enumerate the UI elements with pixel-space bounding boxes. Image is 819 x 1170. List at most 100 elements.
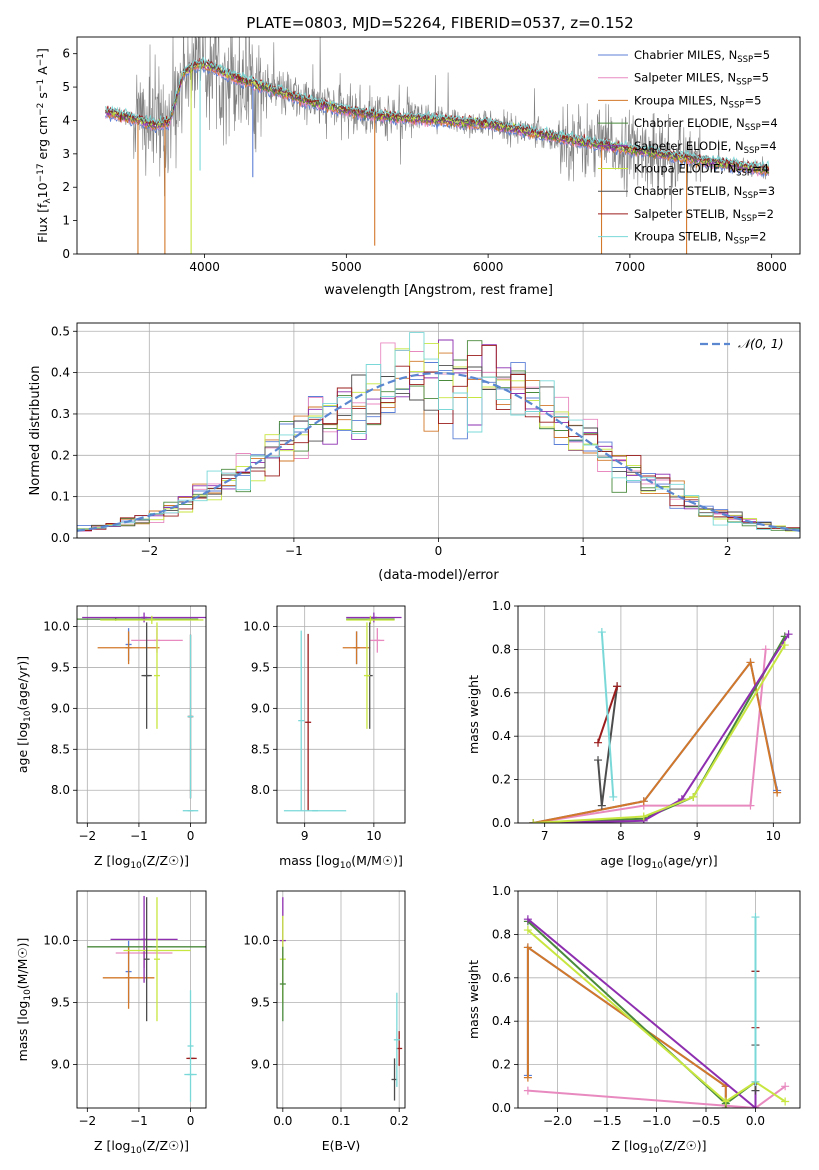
legend-label-chabrier_miles: Chabrier MILES, NSSP=5 <box>634 48 770 65</box>
series-line-salpeter_miles <box>533 649 767 823</box>
y-axis-label: mass [log10(M/M☉)] <box>15 938 33 1062</box>
x-axis-label-sub: 10 <box>340 861 352 871</box>
legend-label-tail: =4 <box>752 162 769 176</box>
y-tick-label: 10.0 <box>243 934 270 948</box>
series-marker-salpeter_miles <box>761 645 770 654</box>
legend-label-main: Kroupa STELIB, N <box>634 230 734 244</box>
y-tick-label: 5 <box>62 80 70 94</box>
plot-area <box>87 895 206 1102</box>
legend-label-tail: =5 <box>752 71 769 85</box>
x-tick-label: 0.0 <box>746 1114 765 1128</box>
y-tick-label: 0.2 <box>51 448 70 462</box>
y-axis-label-part: s <box>35 92 50 103</box>
y-axis-label-main: mass [log <box>15 1001 30 1062</box>
y-tick-label: 9.0 <box>251 1058 270 1072</box>
histogram-salpeter_elodie <box>77 339 800 534</box>
series-marker-salpeter_stelib <box>613 682 622 691</box>
y-axis-label-part: −17 <box>36 163 46 182</box>
y-tick-label: 1.0 <box>492 599 511 613</box>
grid <box>277 606 405 823</box>
y-axis-label-tail: (age/yr)] <box>15 656 30 711</box>
x-axis-label-tail: (Z/Z☉)] <box>142 1138 189 1153</box>
y-tick-label: 0.0 <box>492 1101 511 1115</box>
series-marker-chabrier_stelib <box>751 1086 760 1095</box>
x-tick-label: 8000 <box>756 260 787 274</box>
x-axis-label: wavelength [Angstrom, rest frame] <box>324 283 553 298</box>
legend-label-salpeter_stelib: Salpeter STELIB, NSSP=2 <box>634 207 774 224</box>
y-axis-label: mass weight <box>466 960 481 1039</box>
y-tick-label: 9.5 <box>51 660 70 674</box>
y-tick-label: 0.3 <box>51 407 70 421</box>
x-axis-label: Z [log10(Z/Z☉)] <box>94 1138 189 1156</box>
series-marker-kroupa_elodie <box>529 819 538 823</box>
y-axis-label-sub: 10 <box>23 710 33 722</box>
legend-label-sub: SSP <box>741 214 757 224</box>
series-line-kroupa_elodie <box>527 929 786 1103</box>
plot-mass_vs_Z: −2 −1 09.09.510.0Z [log10(Z/Z☉)]mass [log1… <box>15 890 207 1156</box>
legend-label-sub: SSP <box>737 55 753 65</box>
x-axis-label-tail: (Z/Z☉)] <box>659 1138 706 1153</box>
series-marker-chabrier_stelib <box>594 756 603 765</box>
series-marker-kroupa_stelib <box>597 628 606 637</box>
series-marker-salpeter_elodie <box>523 915 532 924</box>
legend-label-kroupa_miles: Kroupa MILES, NSSP=5 <box>634 93 761 110</box>
y-axis-label-part: −1 <box>36 53 46 66</box>
y-axis-label-sub: 10 <box>23 989 33 1001</box>
y-tick-label: 0.8 <box>492 642 511 656</box>
y-tick-label: 10.0 <box>243 619 270 633</box>
x-axis-label: Z [log10(Z/Z☉)] <box>611 1138 706 1156</box>
axes-frame <box>517 605 801 824</box>
series-marker-kroupa_miles <box>523 943 532 952</box>
y-tick-label: 9.0 <box>51 701 70 715</box>
y-tick-label: 8.5 <box>51 742 70 756</box>
x-tick-label: 0.0 <box>273 1114 292 1128</box>
y-tick-label: 0.4 <box>51 366 70 380</box>
x-tick-label: 9 <box>693 829 701 843</box>
legend-label-tail: =5 <box>753 48 770 62</box>
x-tick-label: 5000 <box>331 260 362 274</box>
x-axis-label: age [log10(age/yr)] <box>600 853 717 871</box>
legend-label-sub: SSP <box>736 78 752 88</box>
x-axis-label: mass [log10(M/M☉)] <box>279 853 403 871</box>
x-tick-label: 7 <box>541 829 549 843</box>
series-line-salpeter_miles <box>527 1085 786 1108</box>
axes-frame <box>276 890 406 1109</box>
x-axis-label-main: Z [log <box>611 1138 647 1153</box>
model-spectrum-kroupa_stelib <box>105 56 770 171</box>
y-tick-label: 10.0 <box>43 619 70 633</box>
y-tick-label: 9.0 <box>51 1058 70 1072</box>
y-tick-label: 6 <box>62 47 70 61</box>
y-tick-label: 10.0 <box>43 934 70 948</box>
x-tick-label: 9 <box>301 829 309 843</box>
legend-label-salpeter_miles: Salpeter MILES, NSSP=5 <box>634 71 769 88</box>
x-tick-label: 0 <box>187 1114 195 1128</box>
series-marker-kroupa_stelib <box>751 913 760 922</box>
axes-frame <box>76 605 207 824</box>
y-tick-label: 0.4 <box>492 1014 511 1028</box>
x-tick-label: −2 <box>140 544 158 558</box>
y-axis-label-part: Flux [f <box>35 203 50 243</box>
y-axis-label-part: −1 <box>36 79 46 92</box>
x-tick-label: −2 <box>78 829 96 843</box>
legend-label-main: Chabrier MILES, N <box>634 48 737 62</box>
series-marker-kroupa_elodie <box>639 812 648 821</box>
legend-label-main: Chabrier ELODIE, N <box>634 116 745 130</box>
x-axis-label: E(B-V) <box>322 1138 361 1153</box>
y-tick-label: 8.0 <box>251 783 270 797</box>
y-axis-label: Normed distribution <box>28 366 43 496</box>
y-tick-label: 1 <box>62 214 70 228</box>
legend-label-sub: SSP <box>729 100 745 110</box>
series-marker-kroupa_elodie <box>523 926 532 935</box>
x-axis-label-sub: 10 <box>130 1146 142 1156</box>
x-tick-label: −1 <box>130 829 148 843</box>
series-marker-salpeter_elodie <box>751 1104 760 1108</box>
series-marker-kroupa_stelib <box>751 1077 760 1086</box>
y-axis-label-part: ] <box>35 48 50 53</box>
plot-area <box>77 332 800 534</box>
